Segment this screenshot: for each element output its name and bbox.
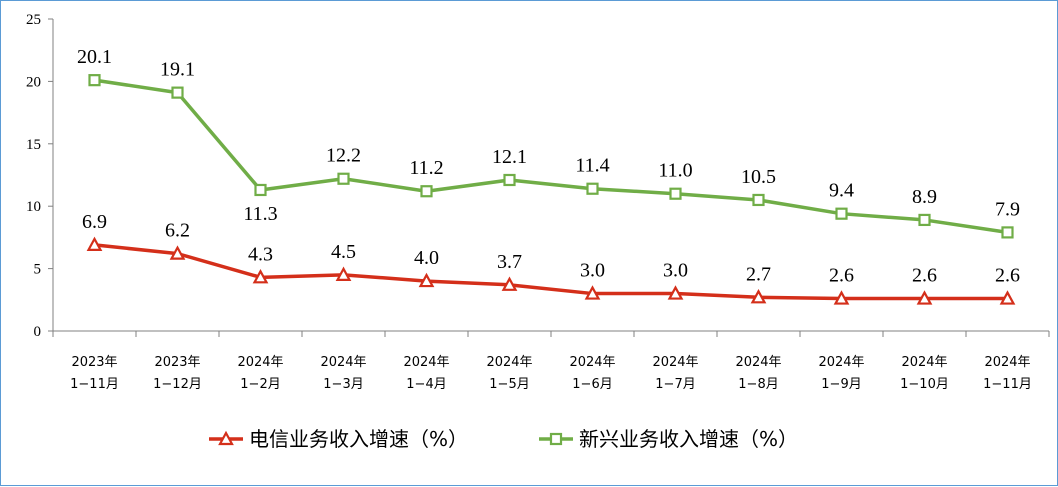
data-label: 8.9 bbox=[912, 186, 937, 208]
data-point bbox=[169, 245, 186, 260]
y-tick-label: 25 bbox=[26, 12, 41, 28]
x-tick-label: 2024年 bbox=[652, 355, 698, 370]
data-label: 7.9 bbox=[995, 198, 1020, 220]
data-label: 11.0 bbox=[658, 160, 692, 182]
data-point bbox=[254, 183, 267, 197]
legend-marker bbox=[218, 430, 234, 446]
data-label: 4.5 bbox=[331, 241, 356, 263]
data-label: 4.0 bbox=[414, 247, 439, 269]
data-label: 20.1 bbox=[77, 46, 112, 68]
legend-label: 电信业务收入增速（%） bbox=[249, 427, 468, 451]
x-tick-label: 2024年 bbox=[320, 355, 366, 370]
data-label: 4.3 bbox=[248, 243, 273, 265]
y-tick-label: 20 bbox=[26, 74, 41, 90]
data-point bbox=[420, 185, 433, 198]
data-point bbox=[999, 290, 1016, 305]
x-tick-label: 1−6月 bbox=[572, 377, 612, 392]
data-label: 3.0 bbox=[663, 260, 688, 282]
data-point bbox=[669, 187, 682, 200]
y-tick-label: 0 bbox=[34, 324, 42, 340]
x-tick-label: 2024年 bbox=[818, 355, 864, 370]
x-tick-label: 2024年 bbox=[569, 355, 615, 370]
data-point bbox=[1001, 226, 1014, 239]
y-tick-label: 15 bbox=[26, 137, 41, 153]
x-tick-label: 1−3月 bbox=[323, 377, 363, 392]
data-point bbox=[501, 276, 518, 291]
data-point bbox=[503, 173, 516, 187]
data-point bbox=[86, 236, 103, 251]
x-tick-label: 1−11月 bbox=[983, 377, 1032, 392]
data-label: 2.6 bbox=[829, 265, 854, 287]
data-point bbox=[918, 213, 931, 227]
data-label: 19.1 bbox=[160, 59, 195, 81]
x-tick-label: 1−10月 bbox=[900, 377, 949, 392]
x-tick-label: 2023年 bbox=[71, 355, 117, 370]
data-point bbox=[750, 289, 767, 304]
data-point bbox=[835, 207, 848, 220]
data-label: 3.0 bbox=[580, 260, 605, 282]
x-tick-label: 2024年 bbox=[735, 355, 781, 370]
data-label: 2.7 bbox=[746, 263, 771, 285]
x-tick-label: 2023年 bbox=[154, 355, 200, 370]
data-label: 11.4 bbox=[575, 155, 609, 177]
x-tick-label: 1−12月 bbox=[153, 377, 202, 392]
data-label: 12.2 bbox=[326, 145, 361, 167]
legend-label: 新兴业务收入增速（%） bbox=[579, 427, 798, 451]
series-line bbox=[94, 78, 1008, 235]
data-label: 10.5 bbox=[741, 166, 776, 188]
data-point bbox=[335, 266, 352, 281]
data-point bbox=[916, 290, 933, 305]
data-label: 11.2 bbox=[409, 157, 443, 179]
x-tick-label: 2024年 bbox=[486, 355, 532, 370]
data-label: 6.9 bbox=[82, 211, 107, 233]
data-label: 2.6 bbox=[995, 265, 1020, 287]
x-tick-label: 2024年 bbox=[984, 355, 1030, 370]
data-point bbox=[586, 182, 599, 195]
data-point bbox=[667, 285, 684, 300]
x-tick-label: 1−2月 bbox=[240, 377, 280, 392]
data-point bbox=[252, 269, 269, 284]
data-point bbox=[833, 290, 850, 305]
series-line bbox=[94, 243, 1008, 301]
x-tick-label: 2024年 bbox=[901, 355, 947, 370]
legend-marker bbox=[549, 432, 563, 446]
data-point bbox=[88, 74, 101, 87]
x-tick-label: 1−11月 bbox=[70, 377, 119, 392]
y-tick-label: 10 bbox=[26, 199, 41, 215]
data-label: 2.6 bbox=[912, 265, 937, 287]
data-label: 12.1 bbox=[492, 146, 527, 168]
x-tick-label: 1−7月 bbox=[655, 377, 695, 392]
x-tick-label: 1−4月 bbox=[406, 377, 446, 392]
data-point bbox=[418, 272, 435, 288]
data-point bbox=[171, 86, 184, 99]
x-tick-label: 1−8月 bbox=[738, 377, 778, 392]
data-label: 3.7 bbox=[497, 251, 522, 273]
data-label: 11.3 bbox=[243, 203, 277, 225]
x-tick-label: 2024年 bbox=[403, 355, 449, 370]
y-tick-label: 5 bbox=[34, 262, 42, 278]
data-label: 9.4 bbox=[829, 180, 854, 202]
x-tick-label: 2024年 bbox=[237, 355, 283, 370]
data-point bbox=[337, 172, 350, 185]
data-point bbox=[584, 285, 601, 300]
data-point bbox=[752, 193, 765, 207]
x-tick-label: 1−5月 bbox=[489, 377, 529, 392]
data-label: 6.2 bbox=[165, 220, 190, 242]
x-tick-label: 1−9月 bbox=[821, 377, 861, 392]
